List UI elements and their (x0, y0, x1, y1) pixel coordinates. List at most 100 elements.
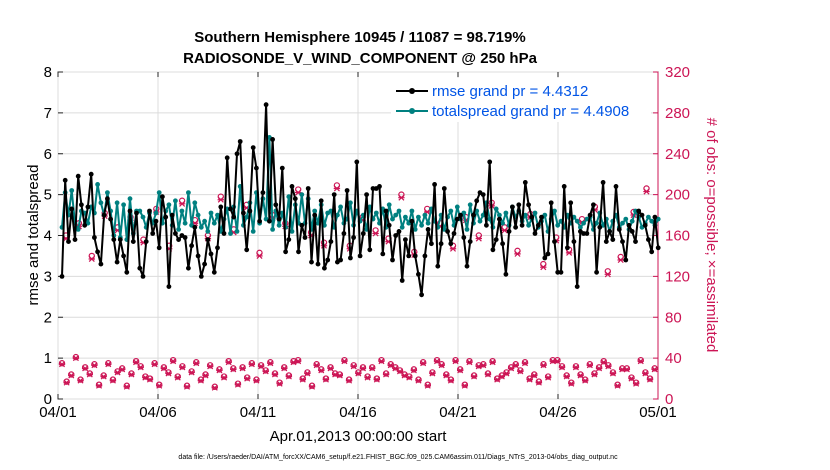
obs-possible-marker (276, 379, 283, 386)
obs-assimilated-marker (642, 370, 649, 377)
rmse-point (390, 257, 395, 263)
obs-assimilated-marker (595, 365, 603, 372)
legend-box (391, 78, 651, 122)
footnote-data-file: data file: /Users/raeder/DAI/ATM_forcXX/… (178, 454, 618, 461)
obs-assimilated-marker (512, 362, 519, 369)
obs-possible-marker (438, 361, 445, 368)
rmse-point (613, 184, 619, 189)
obs-possible-marker (595, 364, 603, 371)
obs-possible-marker (243, 374, 251, 381)
rmse-point (338, 257, 343, 263)
rmse-point (147, 208, 152, 214)
totalspread-point (176, 227, 182, 232)
rmse-point (309, 259, 314, 265)
obs-possible-marker (429, 369, 436, 376)
rmse-point (552, 239, 557, 245)
obs-assimilated-marker (345, 377, 353, 384)
totalspread-point (623, 216, 629, 222)
obs-possible-marker (105, 360, 112, 367)
y-tick-label: 6 (44, 146, 52, 163)
obs-possible-marker (614, 381, 621, 388)
rmse-point (208, 251, 214, 257)
totalspread-point (422, 212, 428, 218)
y-tick-label: 2 (44, 309, 52, 326)
obs-assimilated-marker (392, 365, 399, 372)
obs-possible-marker (609, 369, 617, 376)
totalspread-point (629, 218, 635, 224)
rmse-point (267, 218, 272, 224)
obs-assimilated-marker (193, 360, 200, 367)
totalspread-point (581, 220, 586, 226)
obs-assimilated-marker (281, 365, 288, 372)
obs-assimilated-marker (554, 358, 561, 365)
obs-possible-marker (257, 362, 265, 369)
obs-assimilated-marker (461, 382, 469, 389)
obs-possible-marker (484, 370, 492, 377)
obs-assimilated-marker (410, 367, 418, 374)
obs-possible-marker (568, 379, 575, 386)
rmse-point (571, 239, 577, 245)
obs-possible-marker (234, 380, 242, 387)
rmse-point (85, 204, 91, 210)
obs-possible-marker (188, 368, 195, 375)
obs-assimilated-marker (105, 361, 112, 368)
rmse-point (101, 212, 107, 218)
rmse-point (377, 184, 382, 189)
rmse-point (364, 192, 369, 198)
rmse-point (111, 237, 117, 243)
rmse-point (302, 235, 308, 240)
obs-possible-marker (489, 357, 496, 365)
totalspread-point (215, 212, 220, 218)
obs-possible-marker (230, 365, 237, 372)
obs-assimilated-marker (558, 364, 566, 371)
obs-assimilated-marker (234, 381, 242, 388)
obs-possible-marker (77, 376, 84, 383)
obs-possible-marker (262, 367, 269, 374)
obs-possible-marker (503, 369, 510, 376)
y-tick-label: 5 (44, 187, 52, 204)
obs-possible-marker (540, 361, 547, 368)
totalspread-point (156, 190, 162, 196)
rmse-point (639, 212, 645, 218)
obs-assimilated-marker (253, 377, 260, 384)
rmse-point (396, 229, 402, 234)
rmse-point (231, 214, 237, 220)
totalspread-point (211, 220, 217, 226)
obs-possible-marker (512, 361, 519, 368)
totalspread-point (620, 220, 625, 226)
obs-assimilated-marker (535, 379, 543, 386)
rmse-point (221, 231, 227, 236)
obs-assimilated-marker (600, 359, 607, 366)
obs-possible-marker (68, 371, 75, 378)
obs-assimilated-marker (572, 364, 580, 371)
obs-possible-marker (118, 365, 126, 372)
obs-assimilated-marker (294, 358, 302, 365)
obs-possible-marker (581, 376, 589, 383)
rmse-point (367, 247, 373, 253)
rmse-point (137, 265, 143, 271)
totalspread-point (250, 229, 256, 234)
obs-possible-marker (415, 376, 422, 383)
obs-assimilated-marker (540, 264, 547, 271)
rmse-point (403, 237, 408, 243)
totalspread-point (166, 202, 172, 208)
obs-assimilated-marker (114, 369, 121, 376)
obs-possible-marker (239, 364, 246, 371)
y2-axis-ticks: 0 40 80 120 160 200 240 280 320 (653, 64, 690, 408)
rmse-point (260, 190, 266, 196)
rmse-point (195, 253, 201, 259)
totalspread-point (192, 200, 198, 206)
rmse-point (328, 239, 334, 245)
obs-possible-marker (554, 356, 561, 364)
rmse-point (315, 261, 321, 267)
obs-possible-marker (225, 357, 232, 365)
rmse-point (202, 261, 208, 267)
rmse-point (516, 202, 522, 208)
obs-possible-marker (466, 357, 473, 365)
rmse-point (610, 237, 616, 243)
obs-assimilated-marker (169, 358, 177, 365)
obs-assimilated-marker (77, 377, 84, 384)
obs-possible-marker (651, 365, 658, 372)
legend-rmse-label: rmse grand pr = 4.4312 (432, 83, 588, 100)
rmse-point (642, 222, 648, 228)
